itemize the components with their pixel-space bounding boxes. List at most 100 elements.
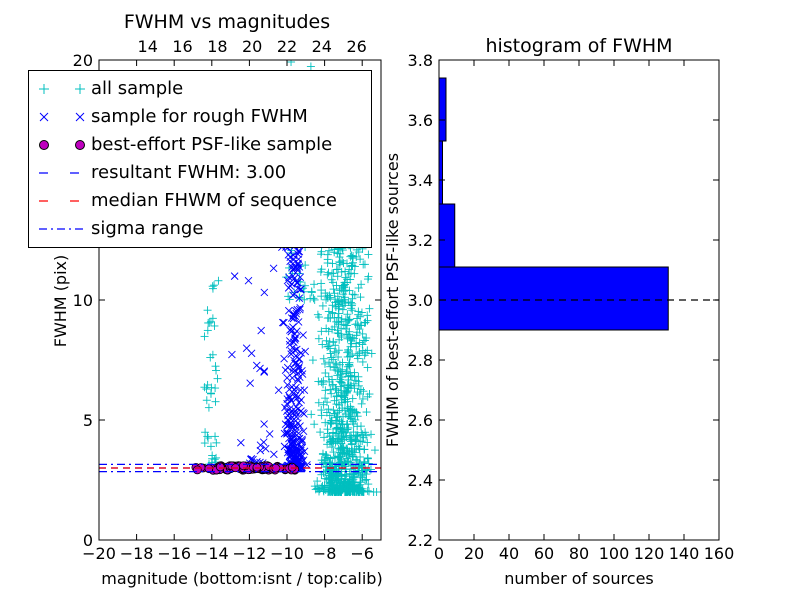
plus-marker [341,410,350,419]
plus-marker [357,399,366,408]
plus-marker [327,389,336,398]
plus-marker [306,62,315,71]
plus-marker [346,477,355,486]
plus-marker [342,325,351,334]
plus-marker [318,450,327,459]
x-marker [280,318,288,327]
legend-label: best-effort PSF-like sample [91,134,333,155]
plus-marker [214,276,223,285]
plus-marker [356,385,365,394]
x-marker [289,272,297,280]
plus-marker [203,326,212,335]
plus-marker [337,471,346,480]
plus-marker [314,334,323,343]
x-tick-label: −18 [120,544,154,563]
x-marker [291,454,300,463]
plus-marker [340,278,349,287]
plus-marker [333,272,342,281]
x-marker [283,395,292,403]
plus-marker [348,261,357,270]
plus-marker [329,355,338,364]
x-marker [285,393,294,402]
plus-marker [358,394,367,403]
plus-marker [213,374,222,383]
y-tick-label: 2.4 [408,471,433,490]
plus-marker [334,320,343,329]
plus-marker [208,284,217,293]
plus-marker [353,351,362,360]
legend-item-median-fwhm: median FHWM of sequence [29,187,371,215]
x-marker [296,304,305,312]
plus-marker [337,391,346,400]
plus-marker [306,294,315,303]
dashdot-line-icon [39,228,87,230]
plus-marker [367,349,376,358]
plus-marker [354,442,363,451]
plus-marker [352,408,361,417]
plus-marker [326,362,335,371]
plus-marker [364,480,373,489]
x-marker [260,367,269,375]
plus-marker [328,278,337,287]
plus-marker [334,487,343,496]
plus-marker [318,340,327,349]
plus-marker [355,347,364,356]
plus-marker [200,332,209,341]
plus-marker [338,256,347,265]
plus-marker [314,398,323,407]
x-marker [284,306,293,315]
y-tick-label: 3.8 [408,51,433,70]
x-marker [295,434,304,443]
plus-marker [324,487,333,496]
x-marker [265,430,274,438]
reference-lines [99,463,381,473]
y-tick-label: 2.6 [408,411,433,430]
x-tick-label: −6 [350,544,374,563]
plus-marker [332,265,341,274]
plus-marker [325,246,334,255]
plus-marker [330,396,339,405]
plus-marker [339,290,348,299]
x-marker [237,438,245,447]
x-marker [284,411,292,420]
x-marker [285,434,293,443]
x-marker [294,318,303,326]
legend-item-sigma-range: sigma range [29,215,371,243]
plus-marker [356,293,365,302]
plus-marker [211,384,220,393]
plus-marker [310,420,319,429]
plus-marker [350,269,359,278]
x-marker [287,280,296,288]
plus-marker [349,483,358,492]
plus-marker [327,443,336,452]
plus-marker [200,439,209,448]
plus-marker [316,428,325,437]
y-tick-label: 3.0 [408,291,433,310]
x-tick-label: 160 [704,544,735,563]
legend-item-all-sample: all sample [29,75,371,103]
plus-marker [344,316,353,325]
x-marker [295,398,303,407]
x-marker [291,407,300,415]
plus-marker [328,381,337,390]
plus-marker [346,298,355,307]
plus-marker [343,446,352,455]
plus-marker [356,486,365,495]
plus-marker [324,405,333,414]
plus-marker [203,432,212,441]
x-marker [256,441,265,449]
x-tick-label: 20 [464,544,484,563]
x-marker [295,363,304,371]
x-marker [303,461,311,469]
plus-marker [358,430,367,439]
plus-marker [338,392,347,401]
plus-marker [295,293,304,302]
x-marker [260,420,268,428]
plus-marker [307,410,316,419]
plus-marker [317,279,326,288]
x-marker [257,326,265,335]
x-tick-label: 0 [434,544,444,563]
plus-marker [329,436,338,445]
y-tick-label: 2.2 [408,531,433,550]
plus-marker [338,420,347,429]
